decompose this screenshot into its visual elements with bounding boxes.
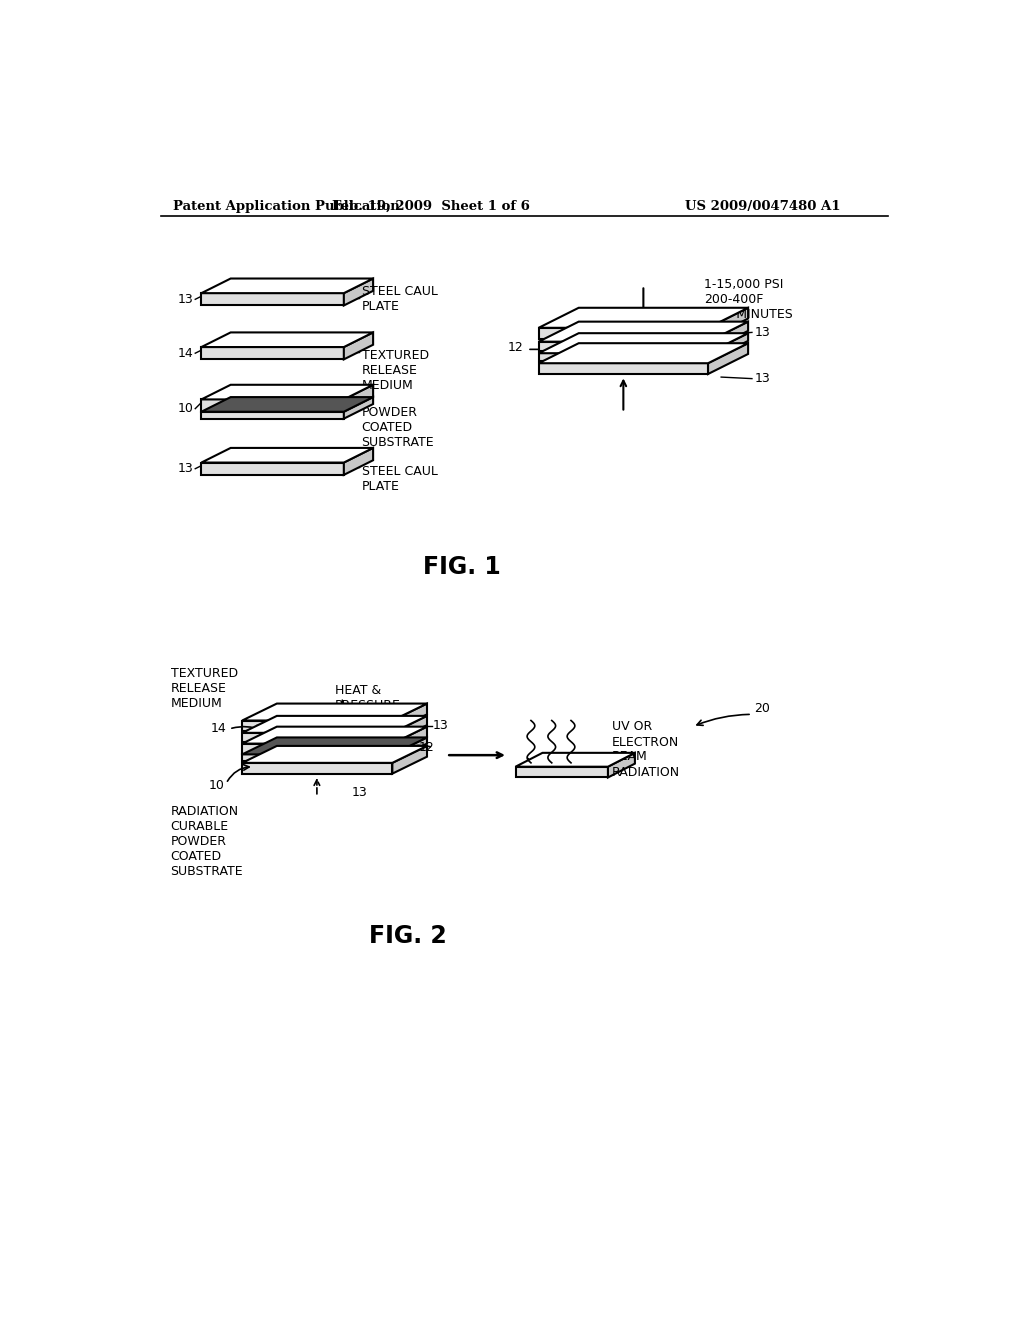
Polygon shape [539, 363, 708, 374]
Text: 13: 13 [351, 787, 368, 800]
Polygon shape [344, 447, 373, 475]
Polygon shape [539, 327, 708, 339]
Polygon shape [243, 738, 427, 755]
Text: POWDER
COATED
SUBSTRATE: POWDER COATED SUBSTRATE [361, 405, 434, 449]
Polygon shape [539, 354, 708, 360]
Text: FIG. 2: FIG. 2 [369, 924, 446, 948]
Polygon shape [344, 397, 373, 418]
Text: RADIATION
CURABLE
POWDER
COATED
SUBSTRATE: RADIATION CURABLE POWDER COATED SUBSTRAT… [171, 805, 244, 878]
Polygon shape [243, 721, 392, 731]
Text: Feb. 19, 2009  Sheet 1 of 6: Feb. 19, 2009 Sheet 1 of 6 [332, 199, 529, 213]
Text: STEEL CAUL
PLATE: STEEL CAUL PLATE [361, 465, 437, 492]
Text: 10: 10 [209, 779, 224, 792]
Polygon shape [539, 322, 749, 342]
Polygon shape [515, 752, 635, 767]
Text: Patent Application Publication: Patent Application Publication [173, 199, 399, 213]
Text: 13: 13 [178, 462, 194, 475]
Polygon shape [344, 333, 373, 359]
Text: 13: 13 [755, 372, 770, 385]
Polygon shape [243, 743, 392, 755]
Polygon shape [392, 704, 427, 731]
Polygon shape [202, 279, 373, 293]
Polygon shape [243, 704, 427, 721]
Polygon shape [202, 447, 373, 462]
Text: 13: 13 [433, 719, 449, 733]
Polygon shape [708, 333, 749, 360]
Polygon shape [392, 738, 427, 760]
Text: 20: 20 [755, 702, 770, 715]
Polygon shape [708, 322, 749, 351]
Polygon shape [202, 400, 344, 412]
Polygon shape [243, 755, 392, 760]
Polygon shape [202, 333, 373, 347]
Polygon shape [202, 397, 373, 412]
Polygon shape [202, 385, 373, 400]
Text: 14: 14 [178, 347, 194, 360]
Polygon shape [243, 733, 392, 742]
Text: 10: 10 [178, 403, 194, 416]
Text: 14: 14 [211, 722, 226, 735]
Polygon shape [608, 752, 635, 777]
Text: 12: 12 [419, 741, 435, 754]
Polygon shape [202, 293, 344, 305]
Text: FIG. 1: FIG. 1 [423, 554, 501, 578]
Polygon shape [344, 279, 373, 305]
Polygon shape [539, 343, 749, 363]
Text: 1-15,000 PSI
200-400F
2-15 MINUTES: 1-15,000 PSI 200-400F 2-15 MINUTES [705, 277, 793, 321]
Polygon shape [515, 767, 608, 777]
Polygon shape [392, 726, 427, 755]
Polygon shape [539, 308, 749, 327]
Polygon shape [202, 462, 344, 475]
Polygon shape [243, 726, 427, 743]
Text: TEXTURED
RELEASE
MEDIUM: TEXTURED RELEASE MEDIUM [171, 667, 238, 710]
Polygon shape [344, 385, 373, 412]
Text: UV OR
ELECTRON
BEAM
RADIATION: UV OR ELECTRON BEAM RADIATION [611, 721, 680, 779]
Polygon shape [539, 342, 708, 351]
Text: 13: 13 [178, 293, 194, 306]
Polygon shape [202, 412, 344, 418]
Polygon shape [708, 308, 749, 339]
Polygon shape [392, 715, 427, 742]
Text: TEXTURED
RELEASE
MEDIUM: TEXTURED RELEASE MEDIUM [361, 350, 429, 392]
Polygon shape [202, 347, 344, 359]
Polygon shape [539, 333, 749, 354]
Polygon shape [392, 746, 427, 774]
Text: STEEL CAUL
PLATE: STEEL CAUL PLATE [361, 285, 437, 313]
Text: 16: 16 [298, 409, 313, 422]
Polygon shape [243, 763, 392, 774]
Polygon shape [243, 715, 427, 733]
Text: 12: 12 [508, 341, 523, 354]
Text: HEAT &
PRESSURE: HEAT & PRESSURE [335, 684, 400, 711]
Text: 13: 13 [755, 326, 770, 339]
Text: US 2009/0047480 A1: US 2009/0047480 A1 [685, 199, 841, 213]
Polygon shape [708, 343, 749, 374]
Polygon shape [243, 746, 427, 763]
